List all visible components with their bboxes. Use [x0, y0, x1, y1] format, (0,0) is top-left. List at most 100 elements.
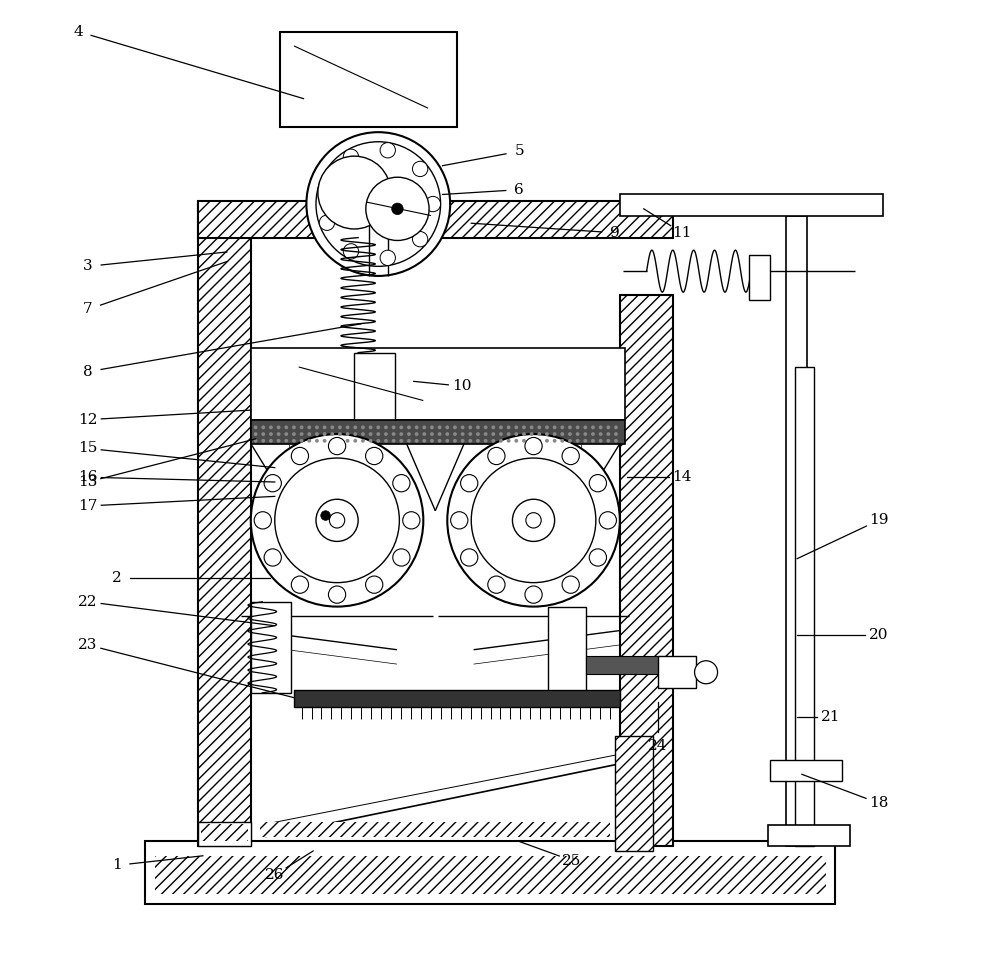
Circle shape: [284, 425, 288, 429]
Circle shape: [338, 425, 342, 429]
Circle shape: [315, 432, 319, 436]
Circle shape: [537, 439, 541, 442]
Circle shape: [545, 439, 549, 442]
Bar: [294, 690, 620, 708]
Circle shape: [392, 425, 396, 429]
Circle shape: [254, 432, 258, 436]
Circle shape: [530, 432, 534, 436]
Circle shape: [568, 432, 572, 436]
Circle shape: [583, 425, 587, 429]
Circle shape: [507, 432, 511, 436]
Circle shape: [407, 425, 411, 429]
Text: 1: 1: [112, 858, 121, 872]
Circle shape: [277, 439, 281, 442]
Circle shape: [415, 439, 419, 442]
Circle shape: [380, 143, 395, 158]
Circle shape: [328, 438, 346, 455]
Bar: [586, 656, 663, 674]
Circle shape: [560, 425, 564, 429]
Circle shape: [300, 432, 304, 436]
Bar: [155, 856, 826, 895]
Circle shape: [306, 132, 450, 276]
Circle shape: [491, 432, 495, 436]
Circle shape: [369, 439, 373, 442]
Circle shape: [507, 425, 511, 429]
Circle shape: [393, 549, 410, 566]
Text: 13: 13: [78, 475, 98, 489]
Circle shape: [316, 142, 441, 266]
Circle shape: [316, 499, 358, 542]
Circle shape: [254, 512, 271, 529]
Circle shape: [468, 425, 472, 429]
Circle shape: [599, 439, 603, 442]
Text: 19: 19: [869, 514, 888, 527]
Circle shape: [514, 439, 518, 442]
Bar: [658, 656, 696, 688]
Circle shape: [430, 432, 434, 436]
Circle shape: [412, 161, 428, 176]
Circle shape: [447, 434, 620, 606]
Circle shape: [484, 439, 488, 442]
Text: 17: 17: [78, 499, 98, 513]
Circle shape: [338, 432, 342, 436]
Circle shape: [560, 439, 564, 442]
Bar: [354, 353, 395, 419]
Circle shape: [525, 586, 542, 603]
Circle shape: [346, 432, 350, 436]
Bar: [749, 254, 770, 300]
Bar: [548, 606, 586, 693]
Circle shape: [451, 512, 468, 529]
Circle shape: [292, 432, 296, 436]
Circle shape: [491, 425, 495, 429]
Circle shape: [438, 439, 442, 442]
Circle shape: [376, 439, 380, 442]
Circle shape: [491, 439, 495, 442]
Circle shape: [583, 432, 587, 436]
Circle shape: [277, 425, 281, 429]
Circle shape: [407, 432, 411, 436]
Bar: [251, 348, 625, 419]
Circle shape: [300, 439, 304, 442]
Bar: [786, 216, 807, 846]
Circle shape: [321, 511, 330, 521]
Circle shape: [499, 425, 503, 429]
Circle shape: [614, 439, 618, 442]
Circle shape: [553, 439, 557, 442]
Circle shape: [453, 439, 457, 442]
Circle shape: [514, 425, 518, 429]
Circle shape: [323, 432, 327, 436]
Circle shape: [438, 425, 442, 429]
Circle shape: [399, 439, 403, 442]
Circle shape: [599, 512, 616, 529]
Bar: [198, 201, 673, 237]
Circle shape: [488, 576, 505, 593]
Circle shape: [353, 439, 357, 442]
Circle shape: [415, 432, 419, 436]
Circle shape: [330, 425, 334, 429]
Circle shape: [269, 425, 273, 429]
Circle shape: [499, 432, 503, 436]
Text: 5: 5: [514, 145, 524, 158]
Circle shape: [512, 499, 555, 542]
Circle shape: [353, 425, 357, 429]
Circle shape: [461, 425, 465, 429]
Circle shape: [319, 177, 335, 193]
Circle shape: [254, 425, 258, 429]
Circle shape: [361, 439, 365, 442]
Circle shape: [380, 251, 395, 265]
Circle shape: [284, 432, 288, 436]
Circle shape: [468, 432, 472, 436]
Circle shape: [476, 425, 480, 429]
Circle shape: [392, 432, 396, 436]
Circle shape: [591, 439, 595, 442]
Circle shape: [319, 215, 335, 230]
Text: 4: 4: [73, 24, 83, 39]
Circle shape: [461, 439, 465, 442]
Text: 7: 7: [83, 303, 93, 316]
Circle shape: [422, 425, 426, 429]
Circle shape: [471, 458, 596, 582]
Circle shape: [269, 432, 273, 436]
Circle shape: [422, 432, 426, 436]
Circle shape: [461, 549, 478, 566]
Circle shape: [591, 425, 595, 429]
